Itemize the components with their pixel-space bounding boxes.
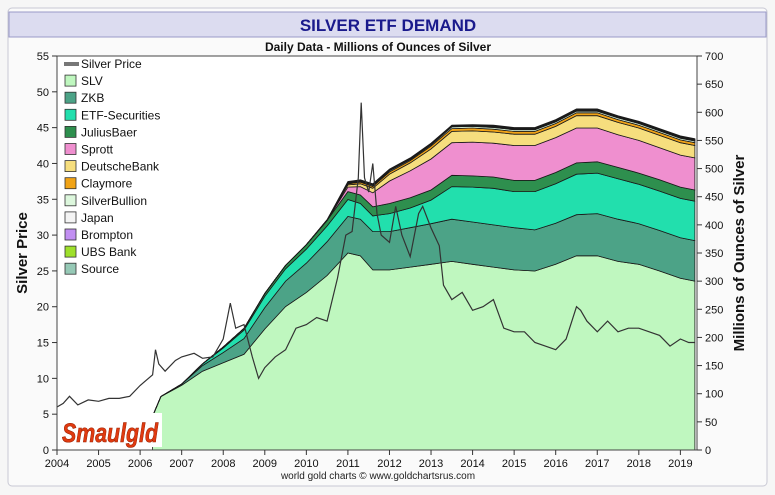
right-tick-label: 50 bbox=[705, 417, 717, 429]
right-tick-label: 0 bbox=[705, 445, 711, 457]
x-tick-label: 2004 bbox=[45, 458, 69, 470]
x-tick-label: 2011 bbox=[336, 458, 360, 470]
right-tick-label: 550 bbox=[705, 135, 723, 147]
logo-backdrop bbox=[60, 413, 162, 447]
x-tick-label: 2008 bbox=[211, 458, 235, 470]
right-axis-label: Millions of Ounces of Silver bbox=[731, 154, 748, 351]
left-tick-label: 50 bbox=[37, 87, 49, 99]
legend-swatch-silverbullion bbox=[64, 194, 77, 207]
legend-label-etf-securities: ETF-Securities bbox=[81, 108, 160, 122]
x-tick-label: 2017 bbox=[585, 458, 609, 470]
x-tick-label: 2007 bbox=[169, 458, 193, 470]
left-tick-label: 45 bbox=[37, 123, 49, 135]
left-tick-label: 35 bbox=[37, 194, 49, 206]
right-tick-label: 500 bbox=[705, 164, 723, 176]
price-series bbox=[56, 102, 695, 408]
left-tick-label: 40 bbox=[37, 158, 49, 170]
legend-label-ubs-bank: UBS Bank bbox=[81, 245, 137, 259]
x-tick-label: 2005 bbox=[86, 458, 110, 470]
legend-swatch-etf-securities bbox=[64, 108, 77, 121]
legend-label-source: Source bbox=[81, 262, 119, 276]
right-tick-label: 150 bbox=[705, 361, 723, 373]
legend-swatch-deutschebank bbox=[64, 160, 77, 173]
legend-swatch-brompton bbox=[64, 228, 77, 241]
legend-swatch-claymore bbox=[64, 177, 77, 190]
x-tick-label: 2014 bbox=[460, 458, 484, 470]
legend-swatch-sprott bbox=[64, 143, 77, 155]
left-axis: 0 5 10 15 20 25 30 35 40 45 50 55 bbox=[37, 51, 57, 457]
title-box bbox=[8, 11, 767, 38]
x-axis: 2004 2005 2006 2007 2008 2009 2010 2011 2012 2013… bbox=[45, 450, 693, 470]
legend-swatch-source bbox=[64, 262, 77, 275]
right-tick-label: 700 bbox=[705, 51, 723, 63]
legend-swatch-japan bbox=[64, 211, 77, 224]
x-tick-label: 2015 bbox=[502, 458, 526, 470]
x-tick-label: 2018 bbox=[627, 458, 651, 470]
legend-label-deutschebank: DeutscheBank bbox=[81, 160, 160, 174]
left-tick-label: 30 bbox=[37, 230, 49, 242]
right-axis: 0 50 100 150 200 250 300 350 400 450 500 550 600 650 7… bbox=[697, 51, 723, 457]
legend-label-juliusbaer: JuliusBaer bbox=[81, 125, 137, 139]
area-source bbox=[152, 108, 696, 417]
legend-swatch-ubs-bank bbox=[64, 245, 77, 258]
chart-title: SILVER ETF DEMAND bbox=[300, 16, 476, 35]
x-tick-label: 2016 bbox=[543, 458, 567, 470]
right-tick-label: 300 bbox=[705, 276, 723, 288]
legend-label-claymore: Claymore bbox=[81, 177, 133, 191]
right-tick-label: 450 bbox=[705, 192, 723, 204]
right-tick-label: 350 bbox=[705, 248, 723, 260]
right-tick-label: 200 bbox=[705, 332, 723, 344]
right-tick-label: 600 bbox=[705, 107, 723, 119]
left-tick-label: 10 bbox=[37, 373, 49, 385]
legend-label-japan: Japan bbox=[81, 211, 114, 225]
left-tick-label: 0 bbox=[43, 445, 49, 457]
x-tick-label: 2006 bbox=[128, 458, 152, 470]
logo: Smaulgld bbox=[60, 413, 162, 448]
x-tick-label: 2010 bbox=[294, 458, 318, 470]
legend-label-silverbullion: SilverBullion bbox=[81, 194, 147, 208]
legend-label-silver-price: Silver Price bbox=[81, 57, 142, 71]
chart-subtitle: Daily Data - Millions of Ounces of Silve… bbox=[265, 40, 491, 54]
x-tick-label: 2012 bbox=[377, 458, 401, 470]
left-tick-label: 15 bbox=[37, 338, 49, 350]
legend-swatch-slv bbox=[64, 74, 77, 87]
right-tick-label: 650 bbox=[705, 79, 723, 91]
legend-swatch-juliusbaer bbox=[64, 126, 77, 138]
logo-text: Smaulgld bbox=[62, 418, 158, 448]
right-tick-label: 250 bbox=[705, 304, 723, 316]
legend-label-sprott: Sprott bbox=[81, 143, 114, 157]
legend-swatch-zkb bbox=[64, 91, 77, 104]
legend: Silver Price SLV ZKB ETF-Securities JuliusBa… bbox=[64, 57, 160, 276]
right-tick-label: 400 bbox=[705, 220, 723, 232]
credit-text: world gold charts © www.goldchartsrus.co… bbox=[280, 471, 475, 482]
left-tick-label: 25 bbox=[37, 266, 49, 278]
left-axis-label: Silver Price bbox=[14, 212, 31, 294]
x-tick-label: 2019 bbox=[668, 458, 692, 470]
x-tick-label: 2009 bbox=[253, 458, 277, 470]
x-tick-label: 2013 bbox=[419, 458, 443, 470]
left-tick-label: 20 bbox=[37, 302, 49, 314]
legend-label-brompton: Brompton bbox=[81, 228, 133, 242]
right-tick-label: 100 bbox=[705, 389, 723, 401]
legend-label-slv: SLV bbox=[81, 74, 103, 88]
silver-price-line bbox=[56, 102, 695, 408]
left-tick-label: 5 bbox=[43, 409, 49, 421]
legend-label-zkb: ZKB bbox=[81, 91, 104, 105]
left-tick-label: 55 bbox=[37, 51, 49, 63]
